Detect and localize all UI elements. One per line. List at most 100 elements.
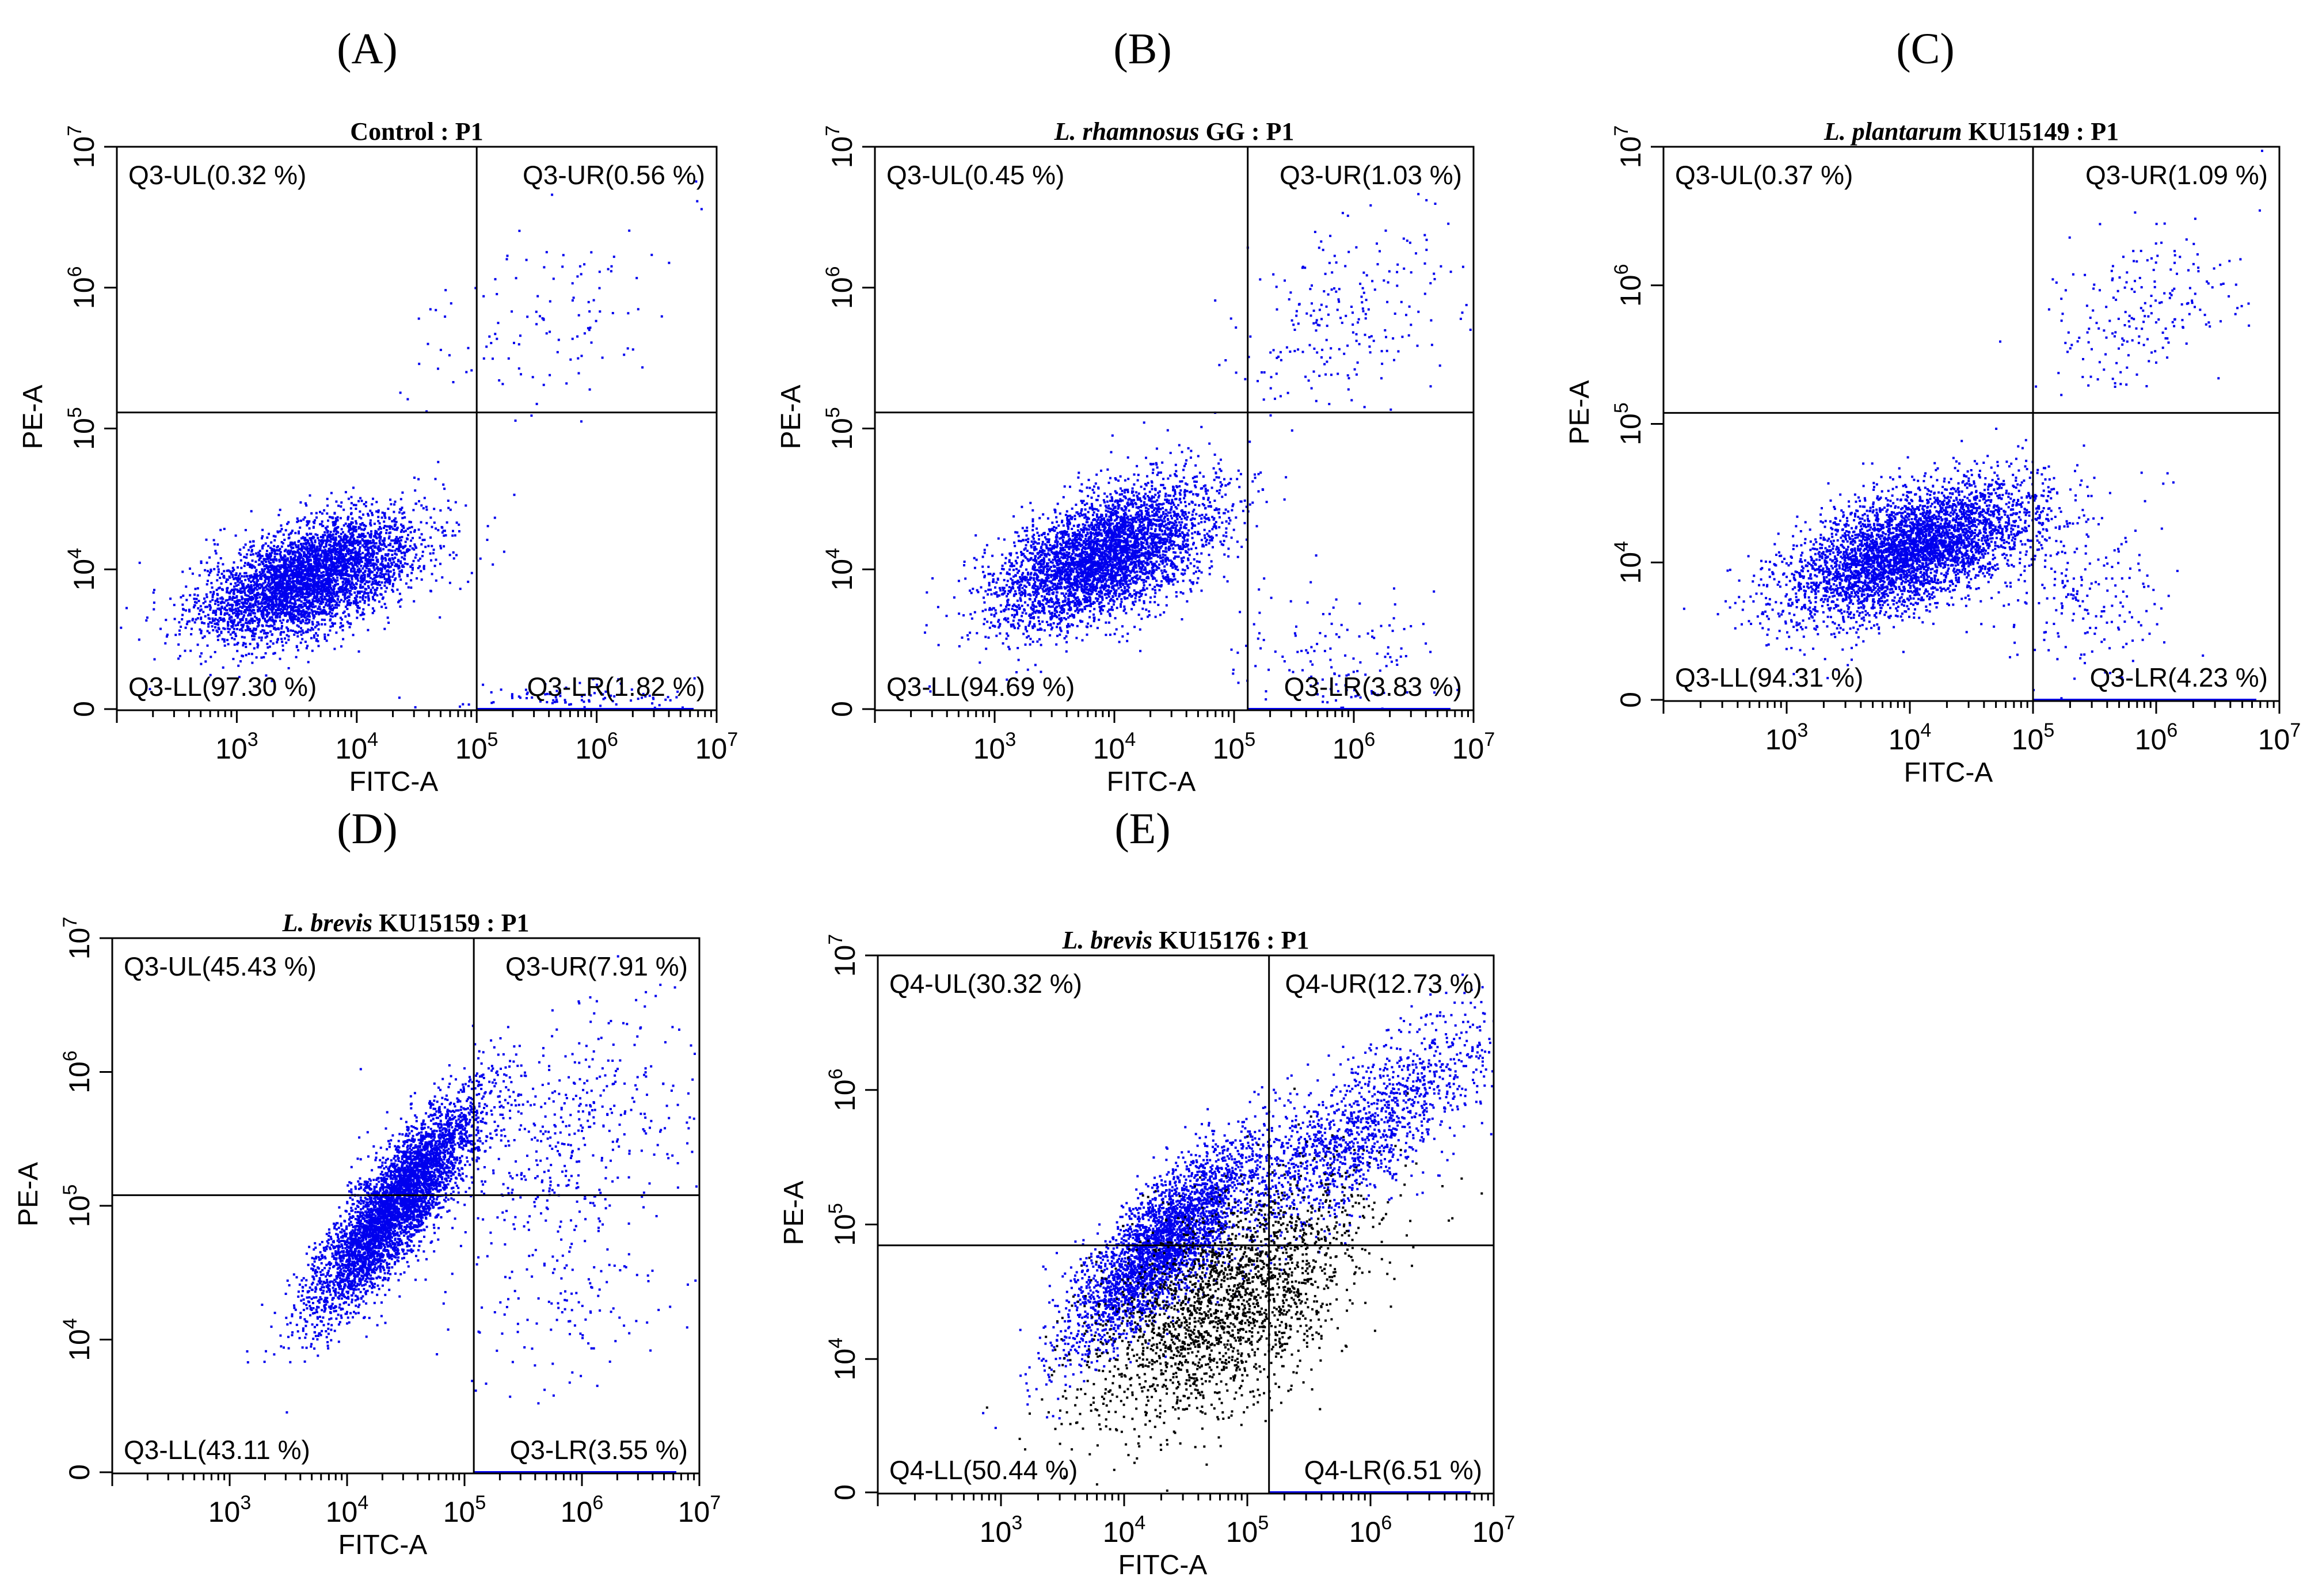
y-axis-title: PE-A [13,1162,44,1226]
y-axis: 0 104 105 106 107 PE-A [1564,125,1663,708]
title-rest: KU15176 : P1 [1159,926,1309,954]
x-tick-label: 104 [1103,1512,1146,1548]
plot-title: L. plantarum KU15149 : P1 [1823,117,2119,146]
x-tick-label: 107 [1452,729,1495,765]
quadrant-label-ll: Q3-LL(97.30 %) [128,672,317,702]
y-axis-title: PE-A [18,384,48,449]
title-rest: KU15149 : P1 [1969,117,2119,146]
quadrant-label-ul: Q4-UL(30.32 %) [889,969,1082,999]
y-axis: 0 104 105 106 107 PE-A [13,917,112,1480]
y-tick-label: 105 [64,407,100,450]
plot-title: L. brevis KU15176 : P1 [1062,926,1309,954]
x-tick-label: 103 [980,1512,1023,1548]
y-tick-label: 105 [825,1203,861,1246]
y-tick-label: 106 [59,1050,96,1094]
x-axis-title: FITC-A [338,1530,428,1560]
title-species: L. brevis [282,909,379,937]
y-axis: 0 104 105 106 107 PE-A [18,125,117,717]
y-tick-label: 107 [825,934,861,977]
quadrant-label-ul: Q3-UL(0.45 %) [886,160,1064,190]
quadrant-label-ul: Q3-UL(0.32 %) [128,160,306,190]
panel-letter: (C) [1896,25,1954,73]
y-tick-label: 0 [826,701,858,717]
title-rest: Control : P1 [350,117,483,146]
panel-1: (A) Control : P1 Q3-UL(0.32 %) Q3-UR(0.56 %… [18,25,738,797]
x-tick-label: 105 [2012,719,2055,756]
x-axis-title: FITC-A [349,767,439,797]
y-tick-label: 105 [1611,402,1647,445]
y-tick-label: 105 [822,407,858,450]
data-points [246,955,699,1414]
quadrant-label-ul: Q3-UL(45.43 %) [124,951,317,981]
quadrant-label-ur: Q4-UR(12.73 %) [1285,969,1482,999]
data-points [982,973,1494,1492]
quadrant-label-lr: Q3-LR(4.23 %) [2090,662,2268,692]
y-tick-label: 106 [64,266,100,309]
x-tick-label: 104 [336,729,379,765]
y-tick-label: 107 [59,917,96,960]
title-species: L. plantarum [1823,117,1969,146]
quadrant-label-ul: Q3-UL(0.37 %) [1675,160,1853,190]
panel-3: (C) L. plantarum KU15149 : P1 Q3-UL(0.37 %… [1564,25,2301,788]
y-tick-label: 0 [1615,692,1647,708]
x-axis-title: FITC-A [1118,1550,1208,1580]
x-tick-label: 105 [1226,1512,1269,1548]
x-axis: 103 104 105 106 107 FITC-A [874,710,1495,797]
panel-letter: (A) [337,25,398,73]
x-tick-label: 103 [215,729,258,765]
x-tick-label: 105 [443,1492,486,1528]
panel-4: (D) L. brevis KU15159 : P1 Q3-UL(45.43 %) Q… [13,805,721,1560]
x-tick-label: 106 [2135,719,2178,756]
x-tick-label: 106 [1349,1512,1392,1548]
y-tick-label: 106 [825,1068,861,1111]
population-1 [246,1024,527,1414]
x-tick-label: 107 [678,1492,721,1528]
plot-title: L. rhamnosus GG : P1 [1054,117,1295,146]
quadrant-label-ll: Q3-LL(43.11 %) [124,1435,310,1465]
data-points [120,180,703,710]
quadrant-label-lr: Q4-LR(6.51 %) [1304,1455,1482,1485]
x-tick-label: 105 [1213,729,1256,765]
x-tick-label: 106 [1333,729,1376,765]
panel-letter: (E) [1114,805,1170,853]
title-rest: KU15159 : P1 [379,909,530,937]
x-tick-label: 105 [455,729,498,765]
population-1 [982,1045,1345,1429]
x-axis: 103 104 105 106 107 FITC-A [111,1473,721,1560]
quadrant-label-ll: Q3-LL(94.31 %) [1675,662,1863,692]
title-species: L. rhamnosus [1054,117,1206,146]
x-tick-label: 103 [973,729,1017,765]
panel-5: (E) L. brevis KU15176 : P1 Q4-UL(30.32 %) Q… [779,805,1515,1580]
quadrant-label-lr: Q3-LR(1.82 %) [527,672,705,702]
quadrant-label-ur: Q3-UR(0.56 %) [523,160,705,190]
y-tick-label: 105 [59,1184,96,1228]
population-2 [1112,973,1494,1328]
data-points [1682,150,2263,700]
panel-letter: (B) [1113,25,1171,73]
panel-letter: (D) [337,805,398,853]
x-tick-label: 103 [1765,719,1809,756]
x-tick-label: 106 [561,1492,604,1528]
population-1 [120,477,516,710]
x-tick-label: 103 [208,1492,252,1528]
y-axis-title: PE-A [1564,380,1595,444]
quadrant-label-lr: Q3-LR(3.83 %) [1284,672,1462,702]
x-tick-label: 106 [575,729,618,765]
y-tick-label: 106 [822,266,858,309]
y-tick-label: 0 [63,1464,96,1480]
x-tick-label: 104 [1093,729,1136,765]
quadrant-label-ur: Q3-UR(1.09 %) [2085,160,2268,190]
population-1 [1682,428,2169,680]
x-axis: 103 104 105 106 107 FITC-A [877,1494,1516,1580]
population-3 [398,677,696,710]
x-tick-label: 107 [1472,1512,1516,1548]
panel-2: (B) L. rhamnosus GG : P1 Q3-UL(0.45 %) Q3-U… [776,25,1495,797]
y-tick-label: 104 [825,1338,861,1381]
title-rest: GG : P1 [1205,117,1294,146]
y-tick-label: 0 [68,701,100,717]
y-tick-label: 104 [64,548,100,591]
quadrant-label-ur: Q3-UR(1.03 %) [1280,160,1462,190]
population-1 [924,412,1288,693]
y-tick-label: 107 [822,125,858,169]
plot-title: Control : P1 [350,117,483,146]
